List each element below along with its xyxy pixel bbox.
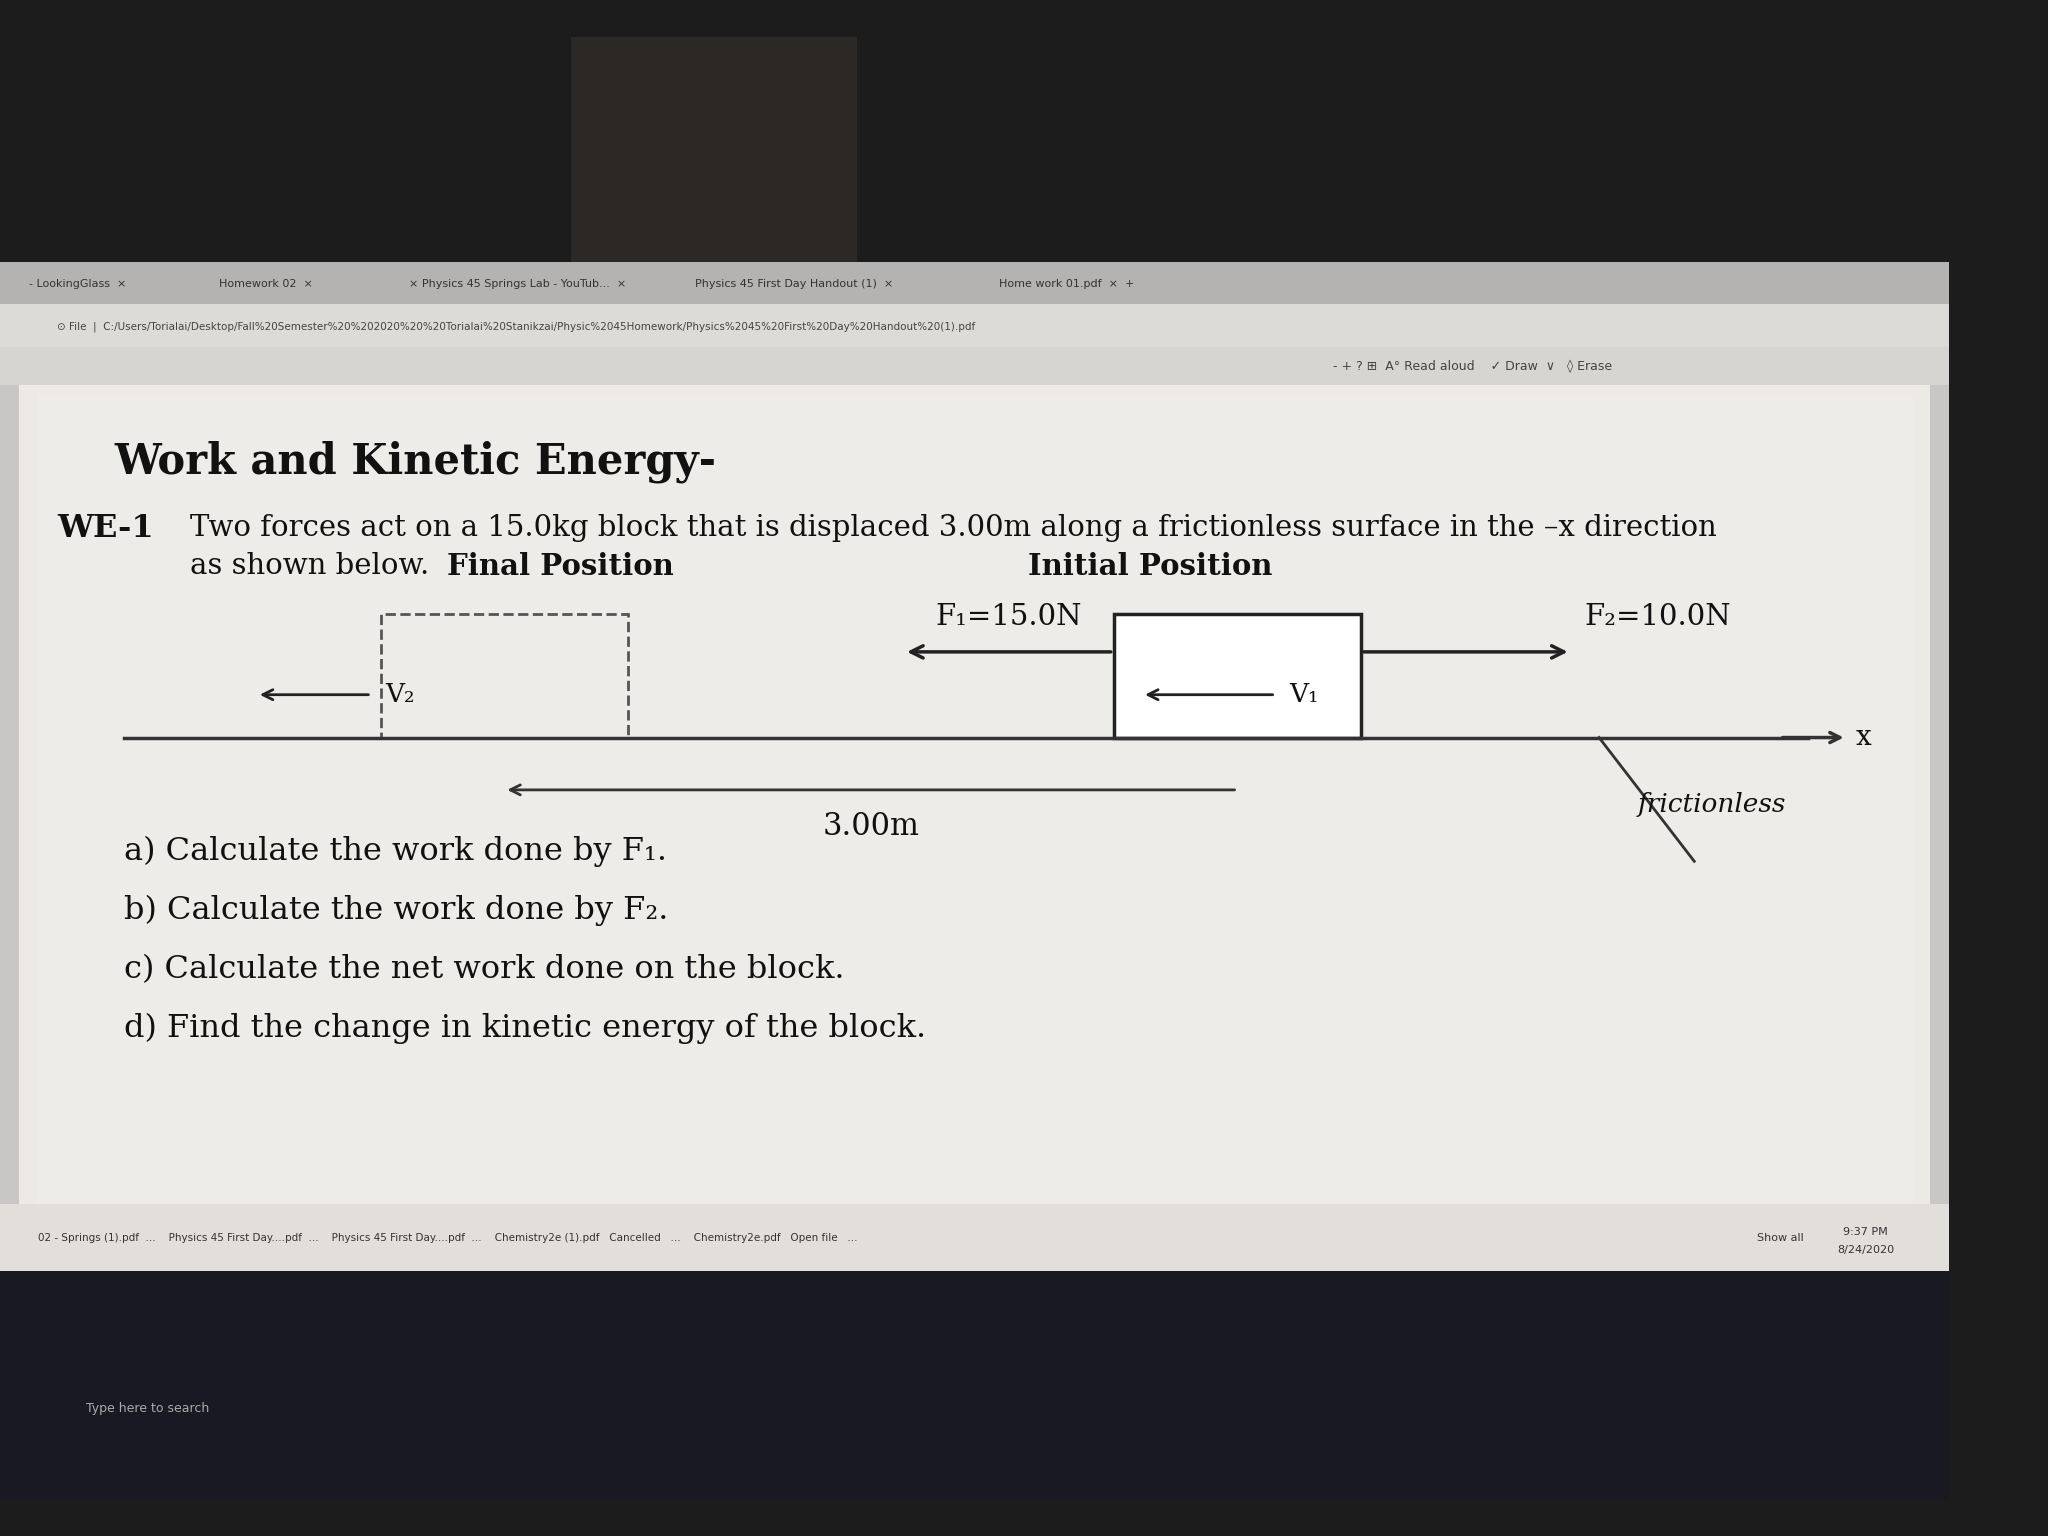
Text: Two forces act on a 15.0kg block that is displaced 3.00m along a frictionless su: Two forces act on a 15.0kg block that is…	[190, 515, 1716, 542]
Text: V₂: V₂	[385, 682, 416, 707]
Polygon shape	[0, 261, 1950, 304]
Text: F₁=15.0N: F₁=15.0N	[936, 602, 1081, 631]
Text: b) Calculate the work done by F₂.: b) Calculate the work done by F₂.	[123, 895, 668, 926]
Text: WE-1: WE-1	[57, 513, 154, 544]
Text: a) Calculate the work done by F₁.: a) Calculate the work done by F₁.	[123, 836, 668, 868]
Text: 8/24/2020: 8/24/2020	[1837, 1244, 1894, 1255]
Bar	[381, 614, 629, 737]
Text: Final Position: Final Position	[446, 551, 674, 581]
Text: × Physics 45 Springs Lab - YouTub...  ×: × Physics 45 Springs Lab - YouTub... ×	[410, 278, 627, 289]
Text: Physics 45 First Day Handout (1)  ×: Physics 45 First Day Handout (1) ×	[694, 278, 893, 289]
Text: Work and Kinetic Energy-: Work and Kinetic Energy-	[115, 441, 717, 482]
Polygon shape	[0, 37, 1950, 261]
Polygon shape	[0, 261, 1950, 1270]
Polygon shape	[0, 1204, 1950, 1270]
Text: Home work 01.pdf  ×  +: Home work 01.pdf × +	[999, 278, 1135, 289]
Polygon shape	[0, 304, 1950, 347]
Text: 9:37 PM: 9:37 PM	[1843, 1227, 1888, 1238]
Text: F₂=10.0N: F₂=10.0N	[1585, 602, 1731, 631]
Text: frictionless: frictionless	[1636, 791, 1786, 817]
Text: Homework 02  ×: Homework 02 ×	[219, 278, 313, 289]
Polygon shape	[571, 37, 856, 261]
Text: x: x	[1855, 723, 1872, 751]
Text: Show all: Show all	[1757, 1233, 1804, 1243]
Polygon shape	[0, 1270, 1950, 1499]
Text: as shown below.: as shown below.	[190, 553, 430, 581]
Text: Initial Position: Initial Position	[1028, 551, 1272, 581]
Text: d) Find the change in kinetic energy of the block.: d) Find the change in kinetic energy of …	[123, 1014, 926, 1044]
Text: 3.00m: 3.00m	[823, 811, 920, 842]
Text: Type here to search: Type here to search	[86, 1402, 209, 1415]
Polygon shape	[0, 347, 1950, 386]
Text: c) Calculate the net work done on the block.: c) Calculate the net work done on the bl…	[123, 954, 844, 985]
Text: 02 - Springs (1).pdf  ...    Physics 45 First Day....pdf  ...    Physics 45 Firs: 02 - Springs (1).pdf ... Physics 45 Firs…	[39, 1233, 858, 1243]
Polygon shape	[18, 386, 1931, 1256]
Text: - LookingGlass  ×: - LookingGlass ×	[29, 278, 125, 289]
Text: V₁: V₁	[1290, 682, 1319, 707]
Text: ⊙ File  |  C:/Users/Torialai/Desktop/Fall%20Semester%20%202020%20%20Torialai%20S: ⊙ File | C:/Users/Torialai/Desktop/Fall%…	[57, 321, 975, 332]
Bar	[1114, 614, 1362, 737]
Polygon shape	[39, 395, 1913, 1247]
Text: - + ? ⊞  A° Read aloud    ✓ Draw  ∨   ◊ Erase: - + ? ⊞ A° Read aloud ✓ Draw ∨ ◊ Erase	[1333, 359, 1612, 373]
